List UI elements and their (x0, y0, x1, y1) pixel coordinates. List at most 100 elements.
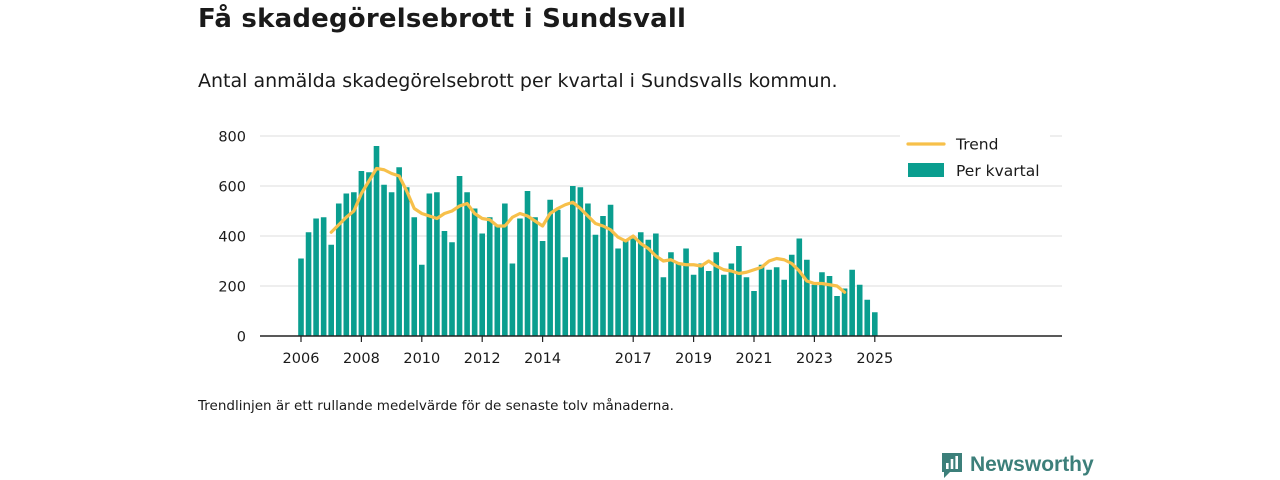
y-axis-ticks: 0 200 400 600 800 (218, 130, 246, 346)
bar (411, 217, 418, 336)
bar (615, 248, 621, 336)
bar (441, 231, 448, 336)
bar (509, 263, 516, 336)
bar (630, 238, 636, 336)
brand-name: Newsworthy (970, 453, 1094, 476)
bar (585, 203, 591, 336)
x-axis-ticks: 2006 2008 2010 2012 2014 2017 2019 2021 2023 2025 (283, 336, 893, 367)
bar (320, 217, 327, 336)
bar (796, 238, 803, 336)
chart: 2006 2008 2010 2012 2014 2017 2019 2021 2023 2025… (218, 130, 1062, 367)
newsworthy-bar-chart-icon (942, 453, 962, 478)
x-tick-label: 2014 (524, 351, 561, 367)
bar (381, 184, 387, 336)
bar (456, 176, 463, 336)
bar (426, 193, 433, 336)
bar (645, 239, 652, 336)
bar (728, 263, 735, 336)
x-tick-label: 2017 (615, 351, 652, 367)
bar (811, 284, 818, 336)
bar (607, 204, 614, 336)
bar (517, 218, 523, 336)
bar (343, 193, 350, 336)
bar (872, 312, 878, 336)
y-tick-label: 0 (237, 330, 246, 346)
bar (705, 271, 712, 336)
bar (449, 242, 455, 336)
bar (849, 269, 855, 336)
bar (660, 277, 667, 336)
x-tick-label: 2010 (403, 351, 440, 367)
bar (305, 232, 312, 336)
x-tick-label: 2006 (283, 351, 320, 367)
bar (600, 216, 606, 336)
bar (335, 203, 342, 336)
bar (358, 171, 365, 336)
bar (471, 208, 478, 336)
bar (736, 246, 742, 336)
bar (675, 263, 682, 336)
bar (554, 209, 561, 336)
bar (388, 192, 395, 336)
bar (743, 277, 750, 336)
y-tick-label: 200 (218, 280, 246, 296)
chart-footnote: Trendlinjen är ett rullande medelvärde f… (198, 398, 674, 414)
bar (819, 272, 825, 336)
bar (464, 192, 470, 336)
bar (539, 241, 546, 336)
bar (653, 233, 659, 336)
legend: Trend Per kvartal (900, 130, 1050, 184)
bar (396, 167, 402, 336)
x-tick-label: 2012 (464, 351, 501, 367)
bar (841, 288, 848, 336)
bar (479, 233, 485, 336)
legend-trend-label: Trend (955, 136, 998, 154)
bar (788, 254, 795, 336)
bar (690, 274, 697, 336)
bar (773, 267, 780, 336)
bar (577, 187, 584, 336)
bar (804, 259, 810, 336)
bar (486, 217, 493, 336)
bar (622, 239, 629, 336)
bar (366, 172, 372, 336)
bar (713, 252, 720, 336)
x-tick-label: 2023 (796, 351, 833, 367)
bar (532, 217, 538, 336)
x-tick-label: 2008 (343, 351, 380, 367)
bar (328, 244, 334, 336)
x-tick-label: 2025 (856, 351, 893, 367)
chart-title: Få skadegörelsebrott i Sundsvall (198, 4, 687, 34)
trend-line (329, 166, 847, 294)
bar (419, 264, 425, 336)
y-tick-label: 600 (218, 180, 246, 196)
bar (502, 203, 508, 336)
bar (856, 284, 863, 336)
bar (766, 269, 772, 336)
bar (373, 146, 380, 336)
bar (524, 191, 531, 336)
bar (298, 258, 304, 336)
bar (562, 257, 569, 336)
legend-bars-label: Per kvartal (956, 162, 1040, 180)
bar (683, 248, 689, 336)
bar (592, 234, 599, 336)
bar (864, 299, 871, 336)
chart-subtitle: Antal anmälda skadegörelsebrott per kvar… (198, 70, 838, 92)
x-tick-label: 2019 (675, 351, 712, 367)
bar (758, 264, 765, 336)
newsworthy-logo[interactable]: Newsworthy (940, 451, 1094, 479)
legend-bars-swatch (908, 163, 944, 177)
bar (494, 224, 501, 336)
bar (351, 192, 357, 336)
bar (751, 291, 757, 336)
bar (547, 199, 553, 336)
bar-series (298, 146, 878, 336)
bar (637, 232, 644, 336)
bar (826, 276, 833, 336)
y-tick-label: 800 (218, 130, 246, 146)
bar (698, 263, 704, 336)
bar (403, 187, 410, 336)
bar (668, 252, 674, 336)
y-tick-label: 400 (218, 230, 246, 246)
